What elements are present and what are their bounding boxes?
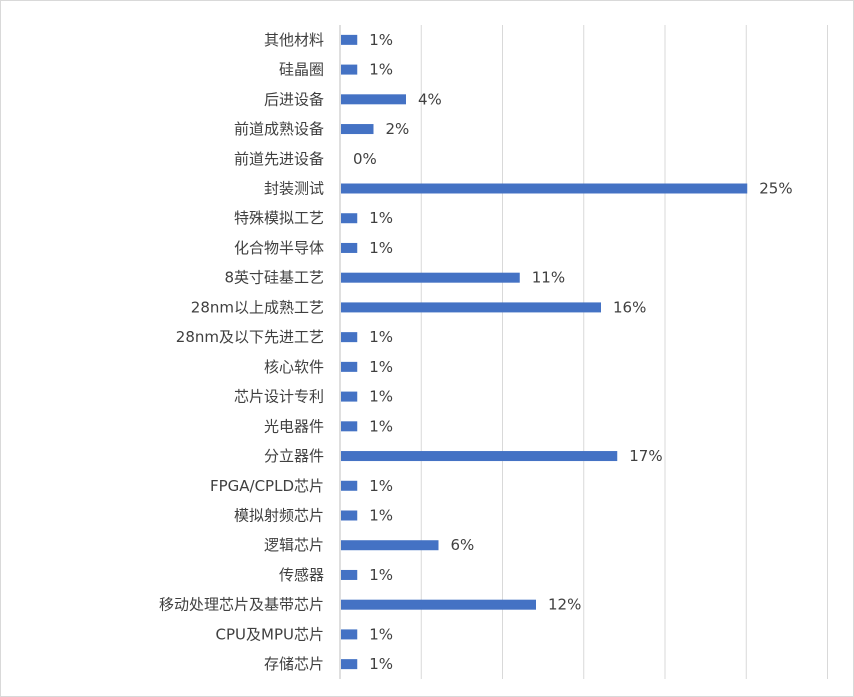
- bar: [341, 183, 748, 194]
- category-label: 移动处理芯片及基带芯片: [159, 596, 324, 614]
- bar: [341, 302, 601, 313]
- category-label: 化合物半导体: [234, 239, 324, 257]
- category-label: FPGA/CPLD芯片: [210, 477, 324, 495]
- category-label: 后进设备: [264, 90, 324, 108]
- value-labels: 1% 1% 4% 2% 0% 25% 1% 1% 11% 16% 1% 1% 1% 1% 17% 1% 1% 6%…: [353, 31, 793, 673]
- bar: [341, 510, 358, 521]
- bar: [341, 451, 618, 462]
- category-label: 核心软件: [264, 358, 324, 376]
- bar: [341, 213, 358, 224]
- category-label: 传感器: [279, 566, 324, 584]
- data-label: 1%: [369, 31, 393, 49]
- category-label: 分立器件: [264, 447, 324, 465]
- bar: [341, 64, 358, 75]
- data-label: 1%: [369, 477, 393, 495]
- data-label: 0%: [353, 150, 377, 168]
- category-label: 模拟射频芯片: [234, 507, 324, 525]
- data-label: 1%: [369, 507, 393, 525]
- bar: [341, 599, 536, 610]
- category-label: 28nm及以下先进工艺: [176, 328, 324, 346]
- bar: [341, 659, 358, 670]
- data-label: 1%: [369, 209, 393, 227]
- data-label: 1%: [369, 328, 393, 346]
- bar: [341, 332, 358, 343]
- data-label: 25%: [759, 180, 792, 198]
- bar: [341, 391, 358, 402]
- category-label: 28nm以上成熟工艺: [191, 298, 324, 316]
- data-label: 4%: [418, 90, 442, 108]
- bar: [341, 34, 358, 45]
- bar: [341, 272, 520, 283]
- data-label: 17%: [629, 447, 662, 465]
- data-label: 2%: [386, 120, 410, 138]
- category-label: 光电器件: [264, 417, 324, 435]
- data-label: 1%: [369, 239, 393, 257]
- data-label: 11%: [532, 269, 565, 287]
- data-label: 16%: [613, 298, 646, 316]
- gridlines: [420, 25, 828, 679]
- category-label: 8英寸硅基工艺: [224, 269, 324, 287]
- category-label: 逻辑芯片: [264, 536, 324, 554]
- category-label: 特殊模拟工艺: [234, 209, 324, 227]
- data-label: 1%: [369, 655, 393, 673]
- data-label: 1%: [369, 417, 393, 435]
- bar: [341, 480, 358, 491]
- category-label: 存储芯片: [264, 655, 324, 673]
- bar: [341, 629, 358, 640]
- bar: [341, 569, 358, 580]
- data-label: 12%: [548, 596, 581, 614]
- bars: [341, 34, 748, 670]
- bar: [341, 94, 406, 105]
- data-label: 6%: [451, 536, 475, 554]
- bar: [341, 242, 358, 253]
- category-label: 硅晶圈: [279, 61, 324, 79]
- data-label: 1%: [369, 625, 393, 643]
- bar: [341, 124, 374, 135]
- category-label: 芯片设计专利: [234, 388, 324, 406]
- category-label: 其他材料: [264, 31, 324, 49]
- category-label: 前道先进设备: [234, 150, 324, 168]
- bar: [341, 421, 358, 432]
- bar: [341, 361, 358, 372]
- data-label: 1%: [369, 388, 393, 406]
- category-label: 前道成熟设备: [234, 120, 324, 138]
- data-label: 1%: [369, 61, 393, 79]
- category-label: 封装测试: [264, 180, 324, 198]
- data-label: 1%: [369, 358, 393, 376]
- bar: [341, 540, 439, 551]
- data-label: 1%: [369, 566, 393, 584]
- category-label: CPU及MPU芯片: [216, 625, 324, 643]
